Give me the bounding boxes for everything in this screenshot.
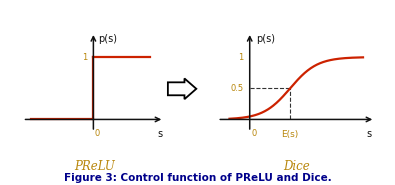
Text: 1: 1 bbox=[82, 53, 87, 62]
Text: s: s bbox=[367, 129, 372, 139]
Text: 0.5: 0.5 bbox=[231, 84, 244, 93]
Text: PReLU: PReLU bbox=[74, 160, 115, 173]
Text: p(s): p(s) bbox=[256, 34, 275, 44]
Text: Figure 3: Control function of PReLU and Dice.: Figure 3: Control function of PReLU and … bbox=[64, 173, 331, 183]
Text: s: s bbox=[157, 129, 162, 139]
FancyArrow shape bbox=[168, 78, 196, 99]
Text: 0: 0 bbox=[94, 129, 100, 138]
Text: p(s): p(s) bbox=[98, 34, 117, 44]
Text: 1: 1 bbox=[239, 53, 244, 62]
Text: 0: 0 bbox=[251, 129, 256, 138]
Text: Dice: Dice bbox=[283, 160, 310, 173]
Text: E(s): E(s) bbox=[282, 130, 299, 139]
